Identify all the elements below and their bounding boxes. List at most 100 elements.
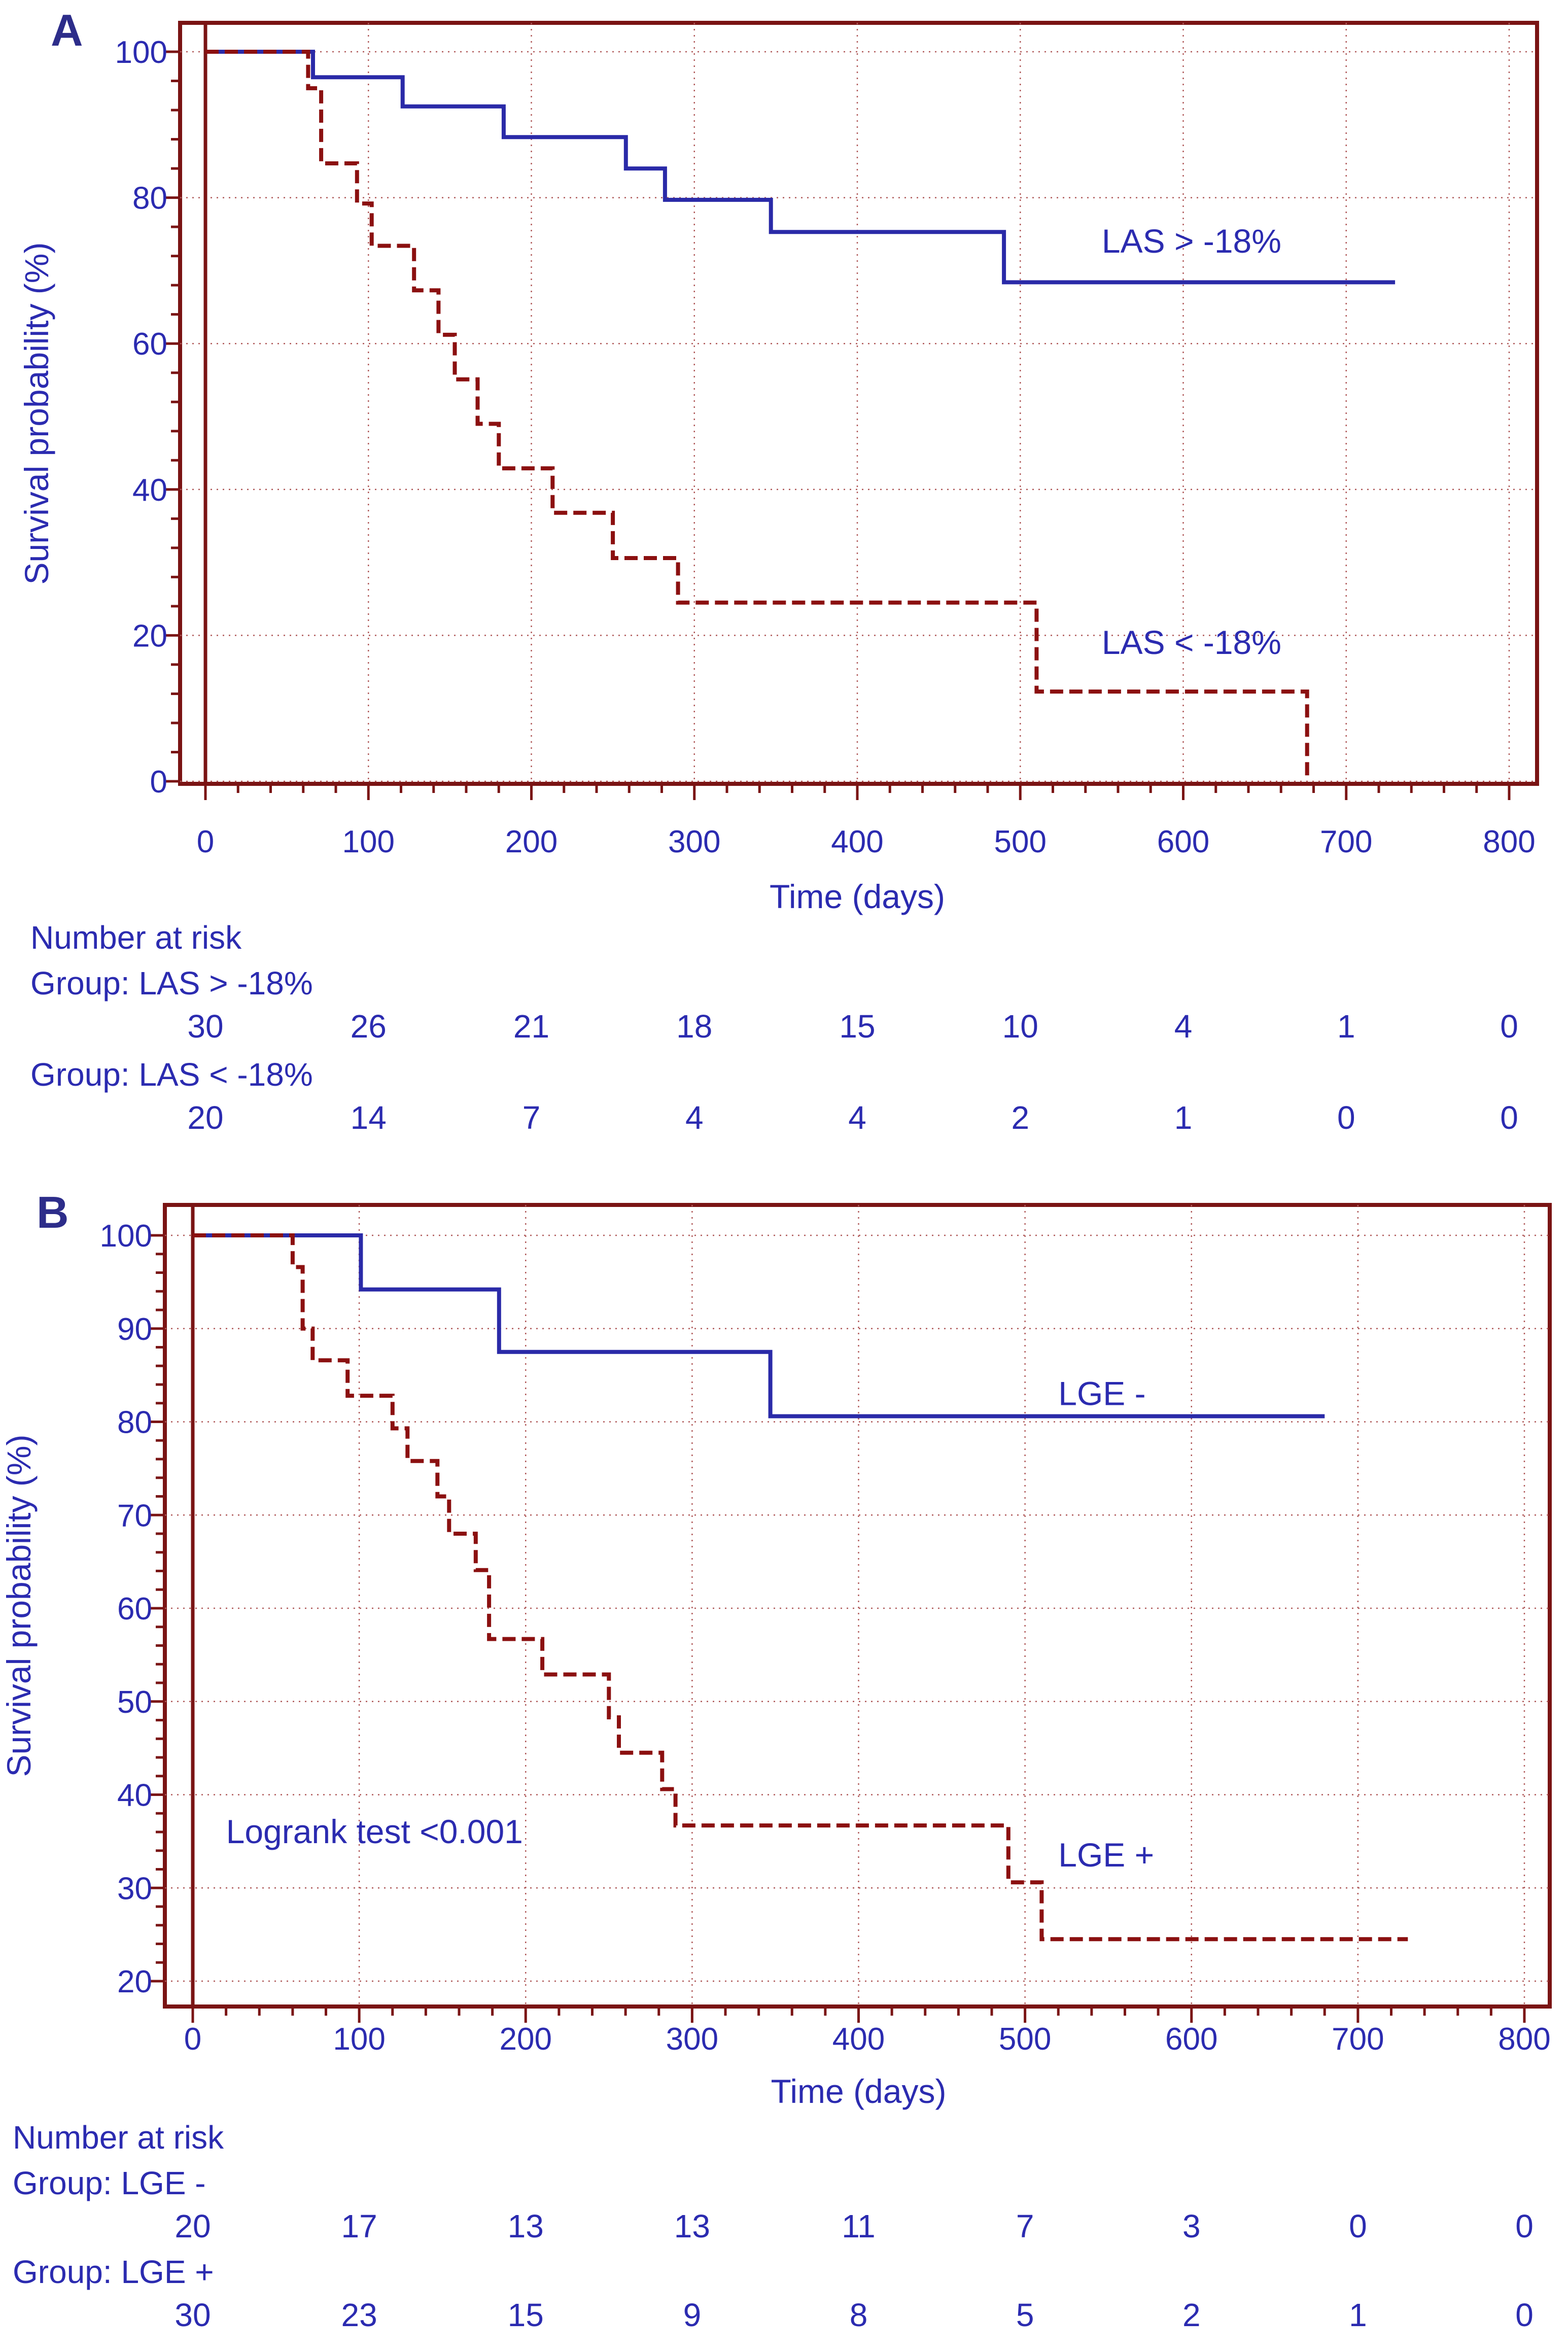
chart-panel-b: 0 100 200 300 400 500 600 700 800203040506070809… [0, 1187, 1552, 2333]
y-tick-label: 50 [117, 1685, 152, 1720]
panel-label: B [37, 1187, 69, 1237]
series-label: LAS < -18% [1102, 624, 1281, 661]
risk-count: 0 [1500, 1099, 1518, 1136]
x-tick-label: 800 [1498, 2022, 1550, 2057]
risk-count: 15 [508, 2297, 544, 2333]
x-tick-label: 0 [184, 2022, 201, 2057]
grid [180, 23, 1537, 784]
risk-count: 20 [187, 1099, 223, 1136]
risk-count: 0 [1500, 1008, 1518, 1045]
y-axis-title: Survival probability (%) [0, 1435, 38, 1777]
km-curve-dashed [193, 1233, 1408, 1942]
plot-frame [163, 1203, 1552, 2009]
risk-count: 11 [842, 2208, 875, 2244]
risk-count: 7 [522, 1099, 541, 1136]
risk-count: 1 [1337, 1008, 1355, 1045]
y-tick-label: 90 [117, 1312, 152, 1347]
risk-count: 9 [683, 2297, 702, 2333]
y-tick-label: 100 [100, 1219, 152, 1254]
risk-count: 2 [1011, 1099, 1029, 1136]
y-tick-label: 80 [132, 181, 167, 216]
plot-frame [178, 21, 1539, 786]
risk-count: 8 [850, 2297, 868, 2333]
chart-panel-a: 0 100 200 300 400 500 600 700 800020406080100Tim… [18, 5, 1539, 1136]
km-curve-solid [205, 50, 1396, 285]
x-tick-label: 300 [668, 824, 720, 859]
y-tick-label: 30 [117, 1871, 152, 1906]
risk-count: 3 [1182, 2208, 1201, 2244]
series-label: LGE + [1058, 1836, 1154, 1874]
risk-count: 23 [341, 2297, 377, 2333]
risk-count: 26 [351, 1008, 387, 1045]
x-tick-label: 600 [1157, 824, 1209, 859]
km-curve-solid [193, 1233, 1325, 1419]
x-tick-label: 200 [505, 824, 557, 859]
x-tick-label: 100 [333, 2022, 385, 2057]
x-tick-label: 600 [1165, 2022, 1217, 2057]
tick-marks [164, 50, 1511, 800]
risk-count: 20 [175, 2208, 211, 2244]
risk-count: 4 [1174, 1008, 1193, 1045]
grid [165, 1205, 1550, 2007]
risk-group-label: Group: LGE - [13, 2165, 206, 2201]
y-tick-label: 0 [150, 765, 167, 800]
risk-count: 15 [839, 1008, 875, 1045]
risk-table-header: Number at risk [30, 919, 242, 956]
x-tick-label: 500 [994, 824, 1047, 859]
tick-marks [149, 1234, 1526, 2023]
risk-group-label: Group: LAS > -18% [30, 965, 313, 1001]
risk-group-label: Group: LAS < -18% [30, 1056, 313, 1093]
y-tick-label: 40 [132, 473, 167, 508]
risk-count: 0 [1337, 1099, 1355, 1136]
x-tick-label: 800 [1483, 824, 1535, 859]
y-tick-label: 60 [117, 1592, 152, 1627]
y-tick-label: 20 [132, 618, 167, 653]
risk-count: 17 [341, 2208, 377, 2244]
logrank-annotation: Logrank test <0.001 [226, 1813, 523, 1850]
x-tick-label: 400 [831, 824, 883, 859]
risk-count: 21 [513, 1008, 549, 1045]
risk-count: 1 [1349, 2297, 1367, 2333]
x-tick-label: 100 [342, 824, 395, 859]
y-tick-label: 80 [117, 1405, 152, 1440]
x-tick-label: 200 [500, 2022, 552, 2057]
x-tick-label: 300 [666, 2022, 718, 2057]
km-curve-dashed [205, 50, 1309, 781]
risk-count: 30 [175, 2297, 211, 2333]
x-tick-label: 0 [197, 824, 214, 859]
risk-count: 18 [676, 1008, 712, 1045]
series-label: LGE - [1058, 1374, 1145, 1412]
risk-count: 7 [1016, 2208, 1034, 2244]
risk-count: 30 [187, 1008, 223, 1045]
risk-count: 4 [848, 1099, 866, 1136]
x-tick-label: 500 [999, 2022, 1051, 2057]
risk-count: 2 [1182, 2297, 1201, 2333]
y-tick-label: 40 [117, 1778, 152, 1813]
risk-count: 13 [674, 2208, 710, 2244]
risk-group-label: Group: LGE + [13, 2254, 214, 2290]
y-axis-title: Survival probability (%) [18, 243, 55, 585]
risk-count: 0 [1515, 2208, 1534, 2244]
risk-count: 4 [685, 1099, 704, 1136]
risk-count: 14 [351, 1099, 387, 1136]
y-tick-label: 100 [115, 35, 167, 70]
y-tick-label: 70 [117, 1498, 152, 1533]
risk-count: 10 [1002, 1008, 1038, 1045]
risk-table-header: Number at risk [13, 2119, 224, 2156]
x-tick-label: 700 [1332, 2022, 1384, 2057]
risk-count: 1 [1174, 1099, 1193, 1136]
risk-count: 0 [1349, 2208, 1367, 2244]
x-axis-title: Time (days) [770, 878, 945, 915]
x-axis-title: Time (days) [771, 2072, 947, 2110]
panel-label: A [51, 5, 83, 55]
y-tick-label: 20 [117, 1964, 152, 1999]
series-label: LAS > -18% [1102, 222, 1281, 260]
risk-count: 5 [1016, 2297, 1034, 2333]
y-tick-label: 60 [132, 327, 167, 362]
x-tick-label: 400 [832, 2022, 885, 2057]
x-tick-label: 700 [1320, 824, 1372, 859]
risk-count: 0 [1515, 2297, 1534, 2333]
